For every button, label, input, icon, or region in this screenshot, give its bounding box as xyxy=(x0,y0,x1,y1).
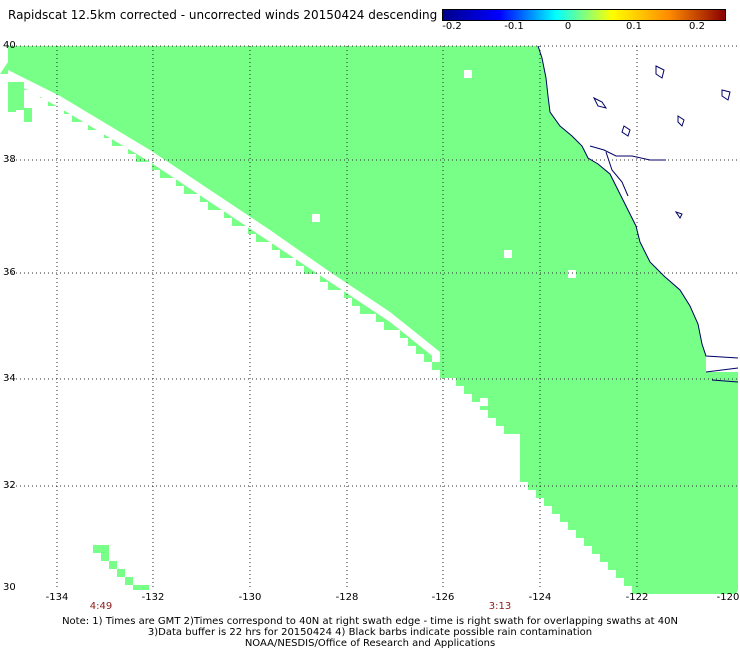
swath-cells xyxy=(0,46,738,594)
sf-bay-shore xyxy=(589,145,666,161)
lat-label: 30 xyxy=(3,582,16,593)
lon-label: -120 xyxy=(716,592,740,603)
california-coast xyxy=(537,45,739,359)
swath-fragment xyxy=(24,108,32,122)
swath-fragment xyxy=(125,577,133,585)
lake-3 xyxy=(655,65,665,79)
coastline xyxy=(537,45,739,383)
colorbar-tick: -0.1 xyxy=(504,21,524,32)
swath-gap xyxy=(8,70,440,362)
lon-label: -134 xyxy=(45,592,69,603)
note-line-3: NOAA/NESDIS/Office of Research and Appli… xyxy=(244,638,496,649)
swath-fragment xyxy=(8,100,16,112)
lat-label: 34 xyxy=(3,373,16,384)
lat-label: 32 xyxy=(3,480,16,491)
map-title: Rapidscat 12.5km corrected - uncorrected… xyxy=(8,8,438,22)
lat-label: 38 xyxy=(3,154,16,165)
data-gap-cell xyxy=(312,214,320,222)
lon-label: -124 xyxy=(528,592,552,603)
swath-fragment xyxy=(16,100,24,110)
colorbar-tick: 0 xyxy=(564,21,572,32)
swath-fragment xyxy=(133,585,149,590)
swath-time-label: 4:49 xyxy=(89,601,113,612)
note-line-1: Note: 1) Times are GMT 2)Times correspon… xyxy=(62,616,678,627)
lat-label: 36 xyxy=(3,267,16,278)
lon-label: -130 xyxy=(238,592,262,603)
colorbar-tick: -0.2 xyxy=(442,21,462,32)
lon-label: -122 xyxy=(625,592,649,603)
lake-5 xyxy=(721,89,731,101)
lon-label: -126 xyxy=(431,592,455,603)
delta-shore xyxy=(605,151,629,197)
colorbar xyxy=(442,9,726,21)
colorbar-tick: 0.1 xyxy=(626,21,642,32)
lake-4 xyxy=(677,115,685,127)
lon-label: -128 xyxy=(335,592,359,603)
lat-label: 40 xyxy=(3,40,16,51)
data-gap-cell xyxy=(480,398,488,406)
swath-fragment xyxy=(93,545,109,553)
lake-6 xyxy=(674,211,683,219)
lat-lon-grid xyxy=(8,45,738,590)
swath-time-label: 3:13 xyxy=(488,601,512,612)
note-line-2: 3)Data buffer is 22 hrs for 20150424 4) … xyxy=(147,627,593,638)
lake-2 xyxy=(621,125,631,137)
colorbar-tick: 0.2 xyxy=(689,21,705,32)
data-gap-cell xyxy=(432,354,440,362)
data-gap-cell xyxy=(464,70,472,78)
swath-fragment xyxy=(8,82,24,104)
data-gap-cell xyxy=(504,250,512,258)
channel-islands xyxy=(705,367,739,383)
lon-label: -132 xyxy=(141,592,165,603)
data-gap-cell xyxy=(568,270,576,278)
swath-fragment xyxy=(109,561,117,569)
swath-fragment xyxy=(101,553,109,561)
lake-1 xyxy=(592,96,608,109)
swath-fragment xyxy=(117,569,125,577)
